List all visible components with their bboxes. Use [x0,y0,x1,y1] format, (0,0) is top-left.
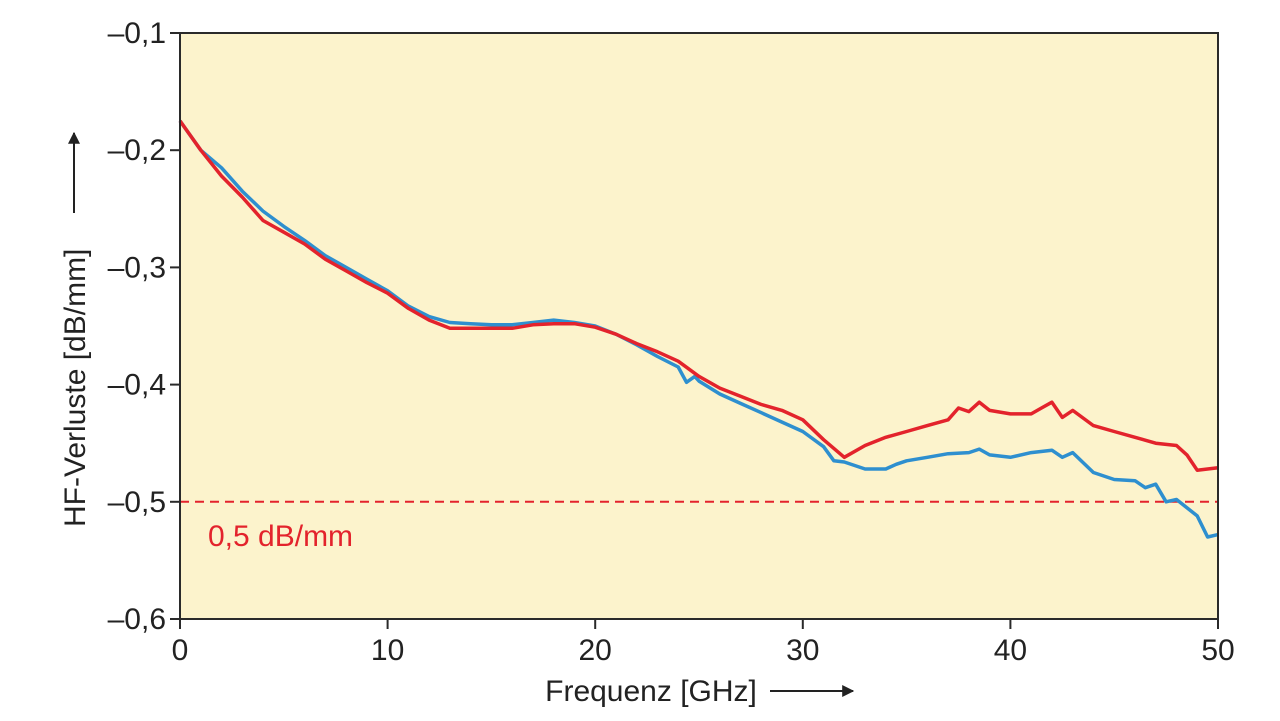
x-axis-label: Frequenz [GHz] [545,675,757,708]
series-line-red [178,119,1219,472]
y-tick-label: –0,4 [108,369,166,402]
x-axis-title: Frequenz [GHz] [545,675,855,708]
plot-frame [179,32,1219,620]
y-tick-label: –0,5 [108,486,166,519]
y-tick-label: –0,2 [108,134,166,167]
x-tick-label: 20 [579,634,612,667]
y-axis-title: HF-Verluste [dB/mm] [59,249,92,527]
x-tick-label: 50 [1201,634,1234,667]
series-line-blue [178,119,1219,539]
y-axis-label: HF-Verluste [dB/mm] [59,249,92,527]
x-tick-label: 40 [994,634,1027,667]
y-tick-label: –0,1 [108,17,166,50]
y-tick-label: –0,6 [108,603,166,636]
x-tick-label: 30 [786,634,819,667]
reference-line-label: 0,5 dB/mm [208,520,353,553]
plot-area [180,33,1218,619]
x-tick-label: 0 [172,634,189,667]
y-tick-label: –0,3 [108,251,166,284]
x-tick-label: 10 [371,634,404,667]
